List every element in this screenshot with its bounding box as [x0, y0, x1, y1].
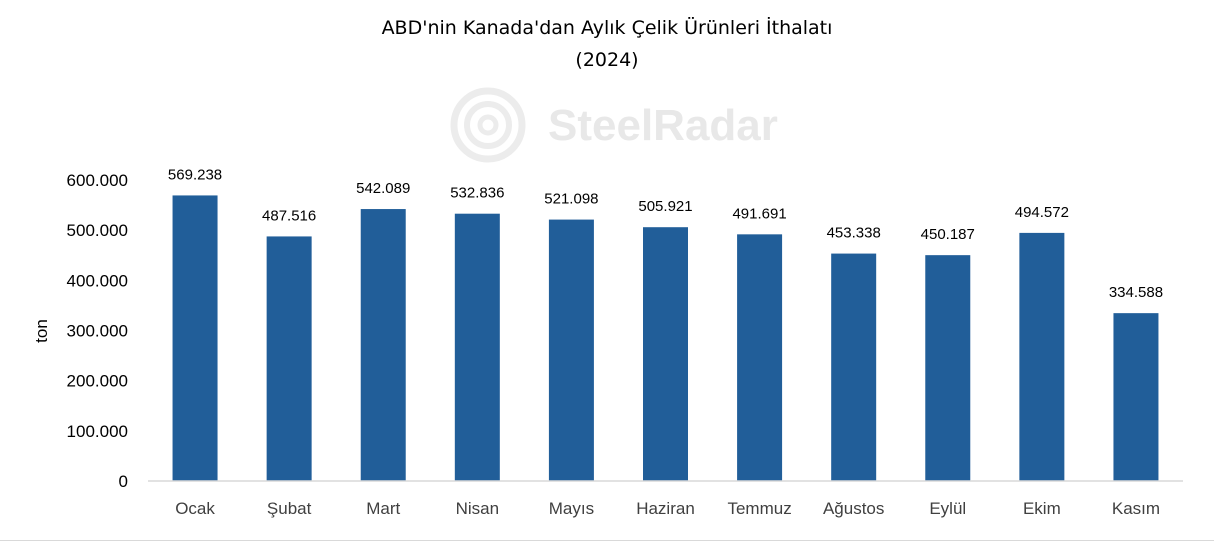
bars — [172, 195, 1159, 482]
y-tick-label: 100.000 — [67, 422, 128, 441]
chart-title: ABD'nin Kanada'dan Aylık Çelik Ürünleri … — [381, 17, 833, 39]
bar — [454, 213, 500, 481]
x-tick-label: Haziran — [636, 499, 695, 518]
y-axis-label: ton — [32, 319, 51, 343]
x-tick-label: Şubat — [267, 499, 312, 518]
data-label: 487.516 — [262, 207, 316, 224]
x-tick-label: Mayıs — [549, 499, 594, 518]
x-tick-label: Nisan — [456, 499, 499, 518]
chart-subtitle: (2024) — [575, 49, 639, 71]
data-label: 450.187 — [921, 226, 975, 243]
watermark-logo-icon — [450, 87, 526, 163]
bar — [831, 253, 877, 481]
x-tick-label: Eylül — [929, 499, 966, 518]
bar — [1019, 232, 1065, 481]
data-label: 521.098 — [544, 191, 598, 208]
data-label: 334.588 — [1109, 284, 1163, 301]
y-axis-ticks: 0 100.000 200.000 300.000 400.000 500.000 600.… — [67, 171, 128, 491]
y-tick-label: 500.000 — [67, 221, 128, 240]
x-tick-label: Mart — [366, 499, 400, 518]
y-tick-label: 400.000 — [67, 271, 128, 290]
data-label: 542.089 — [356, 180, 410, 197]
x-axis-ticks: Ocak Şubat Mart Nisan Mayıs Haziran Temmuz Ağus… — [175, 499, 1160, 518]
y-tick-label: 600.000 — [67, 171, 128, 190]
bar — [548, 219, 594, 481]
x-tick-label: Ocak — [175, 499, 215, 518]
bar — [266, 236, 312, 481]
watermark-text: SteelRadar — [548, 101, 778, 150]
y-tick-label: 300.000 — [67, 322, 128, 341]
x-tick-label: Ağustos — [823, 499, 884, 518]
data-label: 569.238 — [168, 166, 222, 183]
y-tick-label: 0 — [119, 472, 128, 491]
x-tick-label: Kasım — [1112, 499, 1160, 518]
bar — [1113, 313, 1159, 481]
bar — [643, 227, 688, 481]
data-label: 505.921 — [638, 198, 692, 215]
value-labels: 569.238 487.516 542.089 532.836 521.098 505.9… — [168, 166, 1163, 301]
data-label: 494.572 — [1015, 204, 1069, 221]
bottom-divider — [0, 540, 1214, 541]
bar — [360, 209, 406, 482]
data-label: 453.338 — [827, 225, 881, 242]
bar — [737, 234, 783, 481]
y-tick-label: 200.000 — [67, 372, 128, 391]
bar — [925, 255, 971, 481]
data-label: 532.836 — [450, 185, 504, 202]
x-tick-label: Temmuz — [727, 499, 791, 518]
data-label: 491.691 — [732, 205, 786, 222]
bar — [172, 195, 218, 482]
x-tick-label: Ekim — [1023, 499, 1061, 518]
